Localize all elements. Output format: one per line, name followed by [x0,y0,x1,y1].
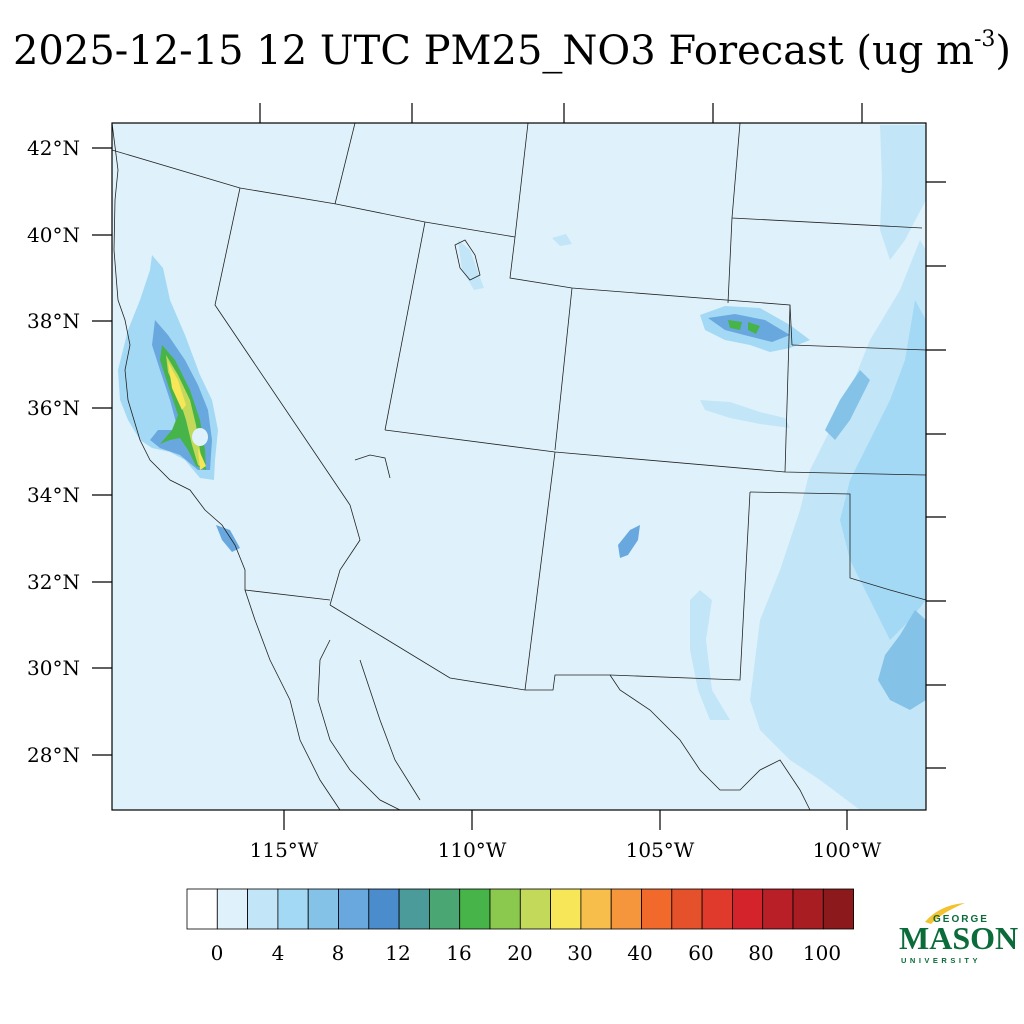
plume-socal-coast [216,525,240,552]
colorbar-swatch [428,888,461,930]
colorbar-label: 100 [802,941,842,965]
border-california-arizona [329,504,361,606]
title-text: 2025-12-15 12 UTC PM25_NO3 Forecast (ug … [12,28,974,74]
colorbar-swatch [580,888,612,930]
border-california-mexico [244,589,331,601]
colorbar-swatch [550,888,582,930]
colorbar-swatch [732,888,764,930]
border-arizona-newmexico [524,451,556,691]
border-colorado-kansas [784,304,791,473]
border-nebraska-kansas [727,217,733,304]
lat-label-32n: 32°N [27,570,80,594]
colorbar-swatch [489,888,521,930]
plume-california-yellow [168,362,206,470]
concentration-fields [118,125,926,810]
colorbar-swatch [216,888,249,930]
coast-gulf-california [317,639,421,811]
map-ticks [92,103,946,830]
border-newmexico-texas [525,491,751,691]
colorbar-swatch [307,888,339,930]
lake-mead [354,454,391,479]
border-utah-colorado [554,287,573,451]
plume-plains-east-4 [878,610,926,710]
border-texas-panhandle [749,491,927,601]
lon-label-100w: 100°W [812,838,882,862]
lat-label-40n: 40°N [27,223,80,247]
plume-newmexico [618,525,640,558]
colorbar-swatch [459,888,491,930]
lon-label-105w: 105°W [625,838,695,862]
plume-plains-east-2 [840,300,926,640]
colorbar-swatch [398,888,430,930]
colorbar-swatch [822,888,854,930]
border-rio-grande [609,674,811,811]
title-close: ) [995,28,1012,74]
border-idaho-wyoming [334,122,356,205]
colorbar-label: 12 [385,941,411,965]
plume-kansas-green [728,320,760,334]
colorbar-swatch [762,888,794,930]
plume-kansas-south [700,400,790,428]
lon-label-110w: 110°W [437,838,507,862]
plume-utah-lake [458,240,484,290]
lat-label-30n: 30°N [27,656,80,680]
coast-california [111,122,341,811]
lat-label-34n: 34°N [27,483,80,507]
border-california-nevada [214,187,351,506]
border-wyoming-colorado [509,122,793,346]
gmu-logo: GEORGE MASON UNIVERSITY [895,900,1018,970]
lat-label-28n: 28°N [27,743,80,767]
colorbar-label: 30 [567,941,593,965]
plume-california-hole [192,428,208,446]
border-arizona-mexico [329,604,526,691]
colorbar-label: 60 [688,941,714,965]
map-title: 2025-12-15 12 UTC PM25_NO3 Forecast (ug … [0,26,1024,74]
lon-label-115w: 115°W [249,838,319,862]
colorbar-swatch [247,888,279,930]
colorbar-swatch [368,888,400,930]
lat-label-42n: 42°N [27,136,80,160]
colorbar-swatch [186,888,218,930]
colorbar-swatch [701,888,733,930]
logo-mason-text: MASON [899,920,1019,956]
colorbar-swatch [641,888,673,930]
colorbar-label: 80 [748,941,774,965]
logo-university-text: UNIVERSITY [901,956,982,965]
colorbar-swatch [338,888,370,930]
border-nevada-utah [384,221,426,431]
map-frame [111,122,927,811]
colorbar-swatch [277,888,309,930]
colorbar-swatch [671,888,703,930]
colorbar-label: 8 [331,941,345,965]
border-kansas-oklahoma [791,344,927,351]
colorbar [186,888,854,930]
plume-plains-east-3 [825,370,870,440]
lat-label-36n: 36°N [27,396,80,420]
border-four-corners-row [384,429,927,476]
plume-west-texas [690,590,730,720]
colorbar-label: 4 [271,941,285,965]
colorbar-label: 20 [507,941,533,965]
logo-swoosh-icon [925,903,965,924]
lat-label-38n: 38°N [27,309,80,333]
logo-george-text: GEORGE [933,914,989,925]
colorbar-swatch [519,888,551,930]
colorbar-label: 16 [446,941,472,965]
colorbar-label: 0 [210,941,224,965]
colorbar-label: 40 [627,941,653,965]
colorbar-swatch [792,888,824,930]
boundaries [111,122,927,811]
plume-wyoming-spot [552,234,572,246]
lake-great-salt [454,239,481,281]
title-unit-exponent: -3 [973,26,996,52]
colorbar-swatch [610,888,642,930]
